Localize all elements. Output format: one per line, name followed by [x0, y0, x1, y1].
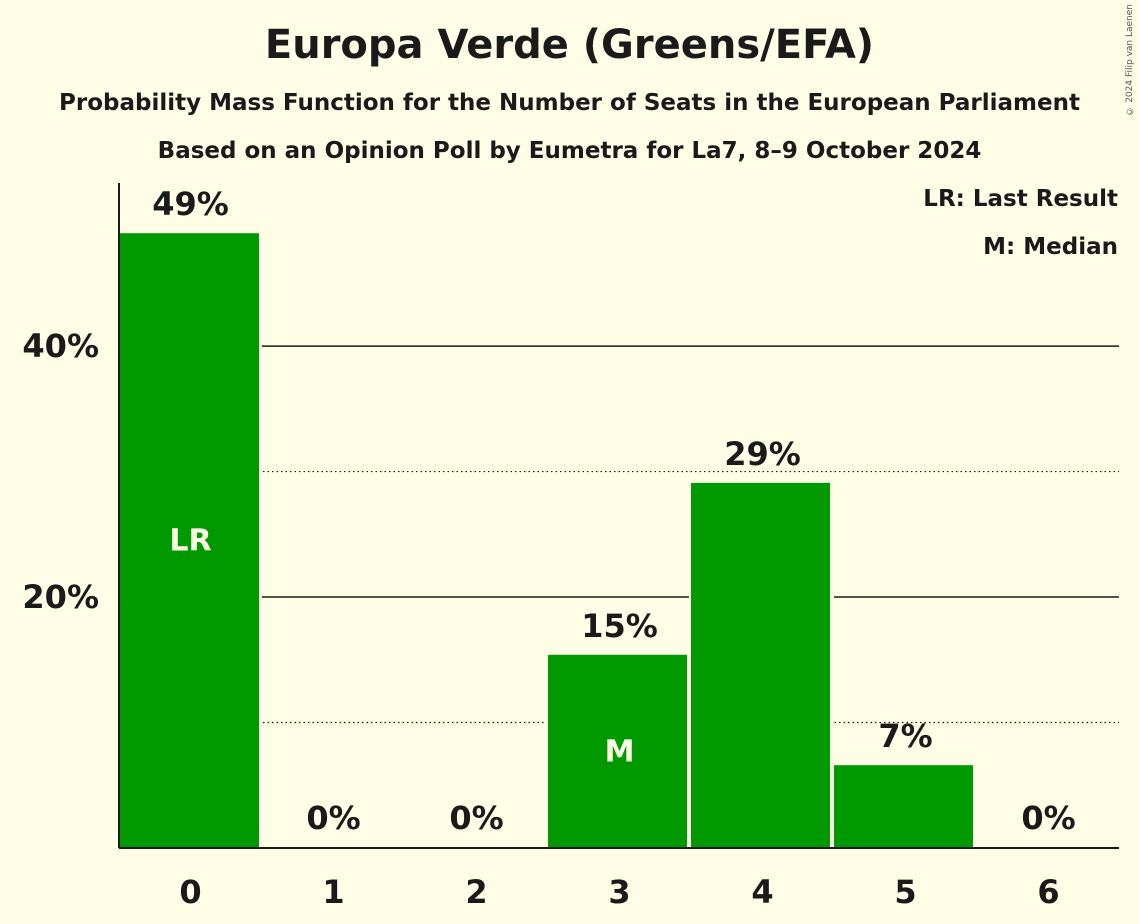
chart-subtitle: Probability Mass Function for the Number…	[59, 90, 1080, 116]
x-tick-label: 2	[465, 873, 487, 911]
chart-title: Europa Verde (Greens/EFA)	[264, 22, 875, 68]
y-tick-label: 20%	[22, 578, 99, 616]
chart-source: Based on an Opinion Poll by Eumetra for …	[157, 138, 982, 164]
data-label: 0%	[1021, 799, 1075, 837]
x-tick-label: 1	[322, 873, 344, 911]
bar-seat-4	[691, 482, 830, 848]
data-label: 49%	[152, 185, 229, 223]
x-tick-label: 3	[608, 873, 630, 911]
median-marker: M	[605, 734, 635, 769]
x-tick-label: 0	[179, 873, 201, 911]
bar-seat-0	[119, 233, 259, 849]
x-tick-label: 6	[1037, 873, 1059, 911]
x-tick-label: 5	[894, 873, 916, 911]
data-label: 0%	[449, 799, 503, 837]
x-tick-label: 4	[751, 873, 773, 911]
legend-last-result: LR: Last Result	[923, 186, 1118, 212]
bar-seat-5	[834, 765, 973, 848]
data-label: 7%	[878, 717, 932, 755]
data-label: 15%	[581, 607, 658, 645]
legend-median: M: Median	[983, 234, 1118, 260]
y-tick-label: 40%	[22, 327, 99, 365]
data-label: 0%	[306, 799, 360, 837]
bar-seat-3	[548, 654, 687, 848]
data-label: 29%	[724, 435, 801, 473]
last-result-marker: LR	[169, 524, 211, 559]
